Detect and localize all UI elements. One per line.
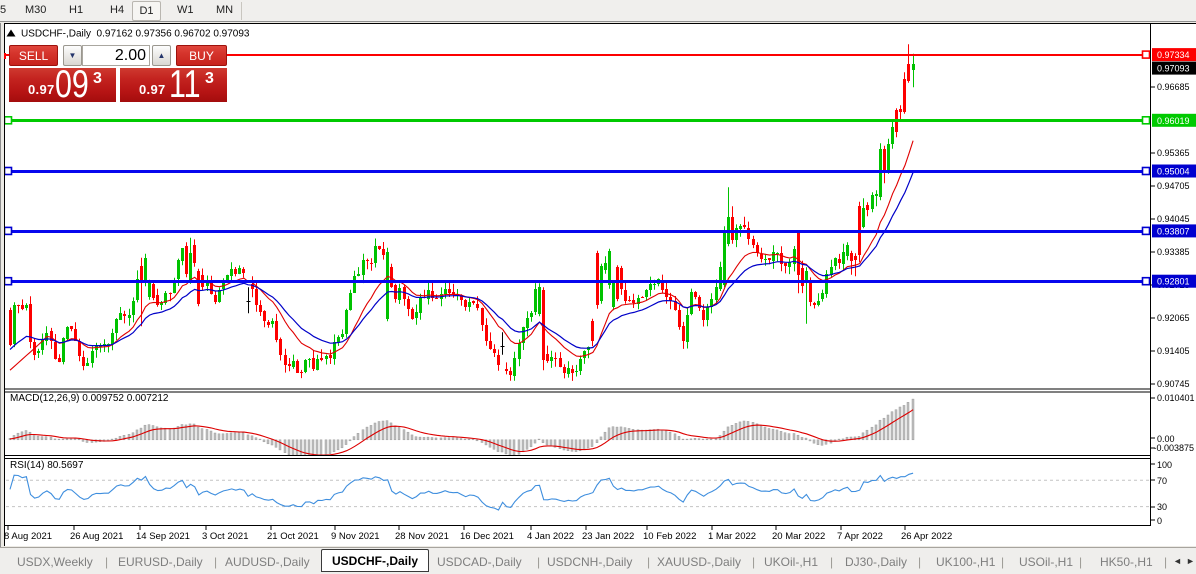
svg-text:28 Nov 2021: 28 Nov 2021 [395, 531, 449, 542]
svg-text:100: 100 [1157, 460, 1172, 470]
svg-text:10 Feb 2022: 10 Feb 2022 [643, 531, 696, 542]
svg-text:0.94045: 0.94045 [1157, 214, 1190, 224]
svg-text:0.94705: 0.94705 [1157, 181, 1190, 191]
svg-text:0.92801: 0.92801 [1157, 277, 1190, 287]
svg-text:0.95004: 0.95004 [1157, 167, 1190, 177]
svg-text:26 Aug 2021: 26 Aug 2021 [70, 531, 123, 542]
svg-text:7 Apr 2022: 7 Apr 2022 [837, 531, 883, 542]
svg-text:8 Aug 2021: 8 Aug 2021 [4, 531, 52, 542]
svg-text:14 Sep 2021: 14 Sep 2021 [136, 531, 190, 542]
svg-text:-0.003875: -0.003875 [1154, 443, 1195, 453]
svg-text:RSI(14) 80.5697: RSI(14) 80.5697 [10, 460, 84, 471]
svg-text:USDCHF-,Daily 0.97162 0.97356: USDCHF-,Daily 0.97162 0.97356 0.96702 0.… [21, 29, 250, 40]
svg-text:1 Mar 2022: 1 Mar 2022 [708, 531, 756, 542]
svg-text:21 Oct 2021: 21 Oct 2021 [267, 531, 319, 542]
svg-text:0.97093: 0.97093 [1157, 64, 1190, 74]
svg-text:70: 70 [1157, 476, 1167, 486]
svg-text:0.010401: 0.010401 [1157, 393, 1195, 403]
svg-text:23 Jan 2022: 23 Jan 2022 [582, 531, 634, 542]
svg-text:3 Oct 2021: 3 Oct 2021 [202, 531, 248, 542]
svg-text:0.91405: 0.91405 [1157, 346, 1190, 356]
svg-text:0.96685: 0.96685 [1157, 82, 1190, 92]
svg-text:20 Mar 2022: 20 Mar 2022 [772, 531, 825, 542]
svg-text:0.96019: 0.96019 [1157, 116, 1190, 126]
svg-text:26 Apr 2022: 26 Apr 2022 [901, 531, 952, 542]
svg-text:0.90745: 0.90745 [1157, 379, 1190, 389]
svg-text:MACD(12,26,9) 0.009752 0.00721: MACD(12,26,9) 0.009752 0.007212 [10, 393, 169, 404]
svg-text:0.00: 0.00 [1157, 434, 1175, 444]
svg-text:0.93385: 0.93385 [1157, 247, 1190, 257]
svg-text:0.95365: 0.95365 [1157, 148, 1190, 158]
svg-text:0.92065: 0.92065 [1157, 313, 1190, 323]
svg-text:4 Jan 2022: 4 Jan 2022 [527, 531, 574, 542]
svg-text:16 Dec 2021: 16 Dec 2021 [460, 531, 514, 542]
svg-text:9 Nov 2021: 9 Nov 2021 [331, 531, 380, 542]
svg-text:0.97334: 0.97334 [1157, 50, 1190, 60]
svg-text:0: 0 [1157, 516, 1162, 526]
svg-text:30: 30 [1157, 502, 1167, 512]
svg-text:0.93807: 0.93807 [1157, 226, 1190, 236]
